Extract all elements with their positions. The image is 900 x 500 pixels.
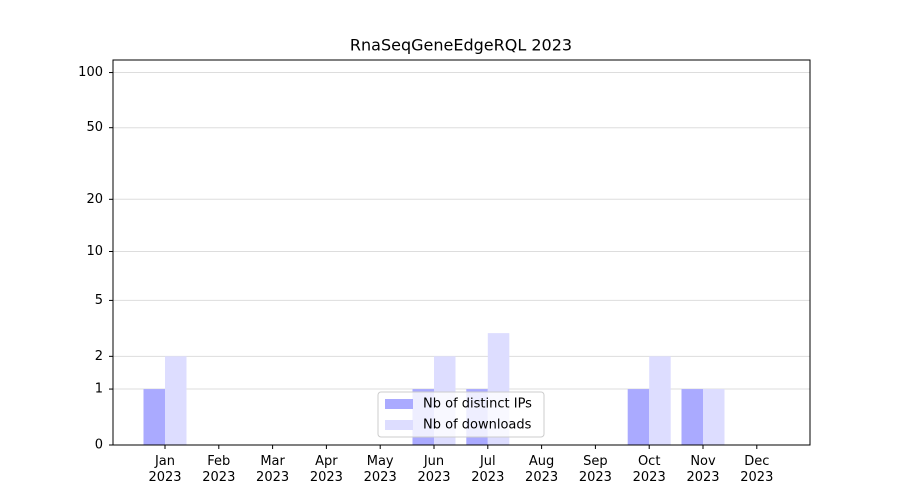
y-tick-label: 0 (95, 438, 103, 453)
x-tick-label: Aug 2023 (525, 454, 559, 485)
legend-swatch (385, 420, 413, 430)
y-tick-label: 50 (86, 120, 103, 135)
x-tick-label: Jun 2023 (417, 454, 451, 485)
x-tick-label: Mar 2023 (256, 454, 290, 485)
bar (681, 389, 703, 445)
x-tick-label: Sep 2023 (578, 454, 612, 485)
x-tick-label: Feb 2023 (202, 454, 236, 485)
legend-swatch (385, 399, 413, 409)
x-tick-label: Jan 2023 (148, 454, 182, 485)
chart-title: RnaSeqGeneEdgeRQL 2023 (350, 36, 572, 55)
bar (627, 389, 650, 445)
legend-label: Nb of downloads (423, 418, 532, 433)
x-tick-label: May 2023 (363, 454, 397, 485)
y-tick-label: 5 (95, 293, 103, 308)
plot-frame (112, 59, 811, 446)
legend-box (377, 391, 545, 438)
y-tick-label: 10 (86, 244, 103, 259)
bar (649, 356, 671, 445)
legend: Nb of distinct IPs Nb of downloads (377, 391, 545, 438)
x-tick-label: Jul 2023 (471, 454, 505, 485)
x-tick-label: Nov 2023 (686, 454, 720, 485)
x-tick-label: Oct 2023 (632, 454, 666, 485)
legend-label: Nb of distinct IPs (423, 397, 532, 412)
bar (143, 389, 165, 445)
y-tick-label: 100 (78, 65, 103, 80)
y-tick-label: 2 (95, 349, 103, 364)
y-tick-label: 20 (86, 192, 103, 207)
bar (165, 356, 187, 445)
x-tick-label: Dec 2023 (740, 454, 774, 485)
x-tick-label: Apr 2023 (309, 454, 343, 485)
y-tick-label: 1 (95, 382, 103, 397)
bar (703, 389, 725, 445)
